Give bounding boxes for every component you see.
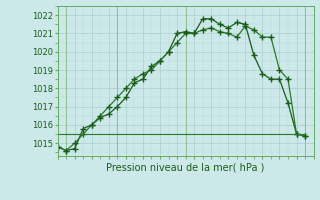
X-axis label: Pression niveau de la mer( hPa ): Pression niveau de la mer( hPa ): [107, 163, 265, 173]
